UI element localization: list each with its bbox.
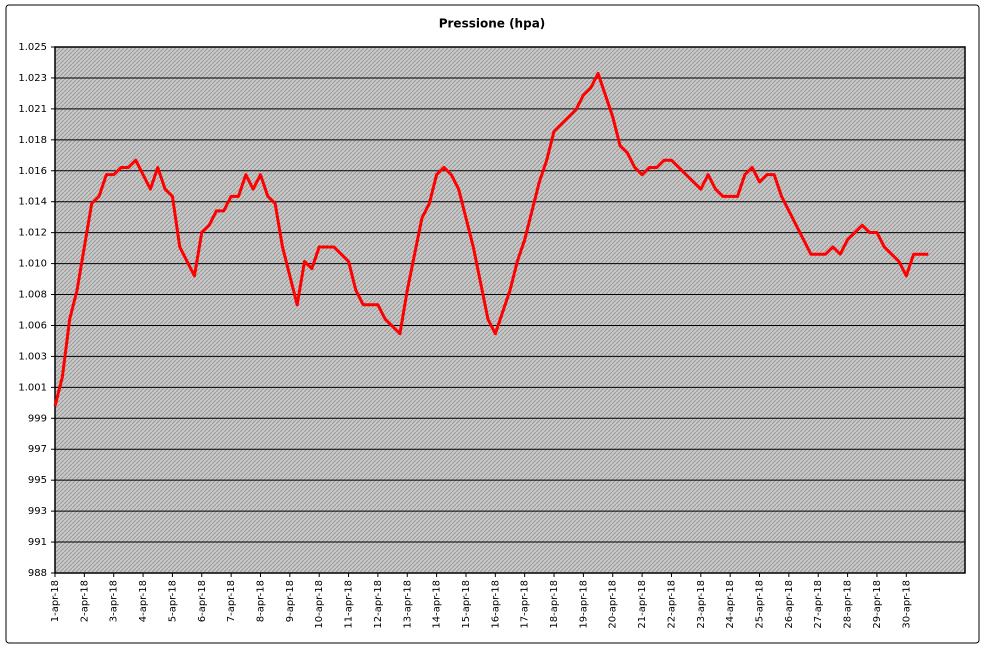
y-tick-label: 1.001 [18, 382, 47, 393]
x-tick-label: 24-apr-18 [725, 580, 736, 629]
x-tick-label: 17-apr-18 [520, 580, 531, 629]
x-tick-label: 30-apr-18 [901, 580, 912, 629]
x-tick-label: 13-apr-18 [402, 580, 413, 629]
y-tick-label: 1.003 [18, 351, 47, 362]
x-tick-label: 2-apr-18 [79, 580, 90, 622]
plot-area [54, 46, 966, 574]
y-tick-label: 1.006 [18, 320, 47, 331]
x-tick-label: 1-apr-18 [50, 580, 61, 622]
y-tick-label: 1.016 [18, 166, 47, 177]
x-tick-label: 6-apr-18 [197, 580, 208, 622]
x-tick-label: 25-apr-18 [755, 580, 766, 629]
y-tick-label: 1.012 [18, 228, 47, 239]
x-tick-label: 7-apr-18 [226, 580, 237, 622]
x-tick-label: 19-apr-18 [578, 580, 589, 629]
x-tick-label: 23-apr-18 [696, 580, 707, 629]
y-tick-label: 991 [28, 537, 47, 548]
x-tick-label: 21-apr-18 [637, 580, 648, 629]
x-tick-label: 22-apr-18 [666, 580, 677, 629]
x-tick-label: 8-apr-18 [255, 580, 266, 622]
x-tick-label: 29-apr-18 [872, 580, 883, 629]
x-tick-label: 4-apr-18 [138, 580, 149, 622]
x-tick-label: 3-apr-18 [109, 580, 120, 622]
y-tick-label: 995 [28, 475, 47, 486]
y-tick-label: 1.021 [18, 104, 47, 115]
x-tick-label: 15-apr-18 [461, 580, 472, 629]
y-tick-label: 997 [28, 444, 47, 455]
x-tick-label: 28-apr-18 [843, 580, 854, 629]
chart-title: Pressione (hpa) [439, 17, 546, 31]
y-tick-label: 993 [28, 506, 47, 517]
x-tick-label: 10-apr-18 [314, 580, 325, 629]
x-tick-label: 12-apr-18 [373, 580, 384, 629]
x-tick-label: 9-apr-18 [285, 580, 296, 622]
y-tick-label: 1.018 [18, 135, 47, 146]
x-tick-label: 18-apr-18 [549, 580, 560, 629]
y-tick-label: 1.025 [18, 42, 47, 53]
x-tick-label: 27-apr-18 [813, 580, 824, 629]
y-tick-label: 988 [28, 568, 47, 579]
y-tick-label: 1.014 [18, 197, 47, 208]
y-tick-label: 1.023 [18, 73, 47, 84]
pressure-line [53, 71, 929, 407]
x-tick-label: 26-apr-18 [784, 580, 795, 629]
x-tick-label: 14-apr-18 [432, 580, 443, 629]
x-tick-label: 5-apr-18 [167, 580, 178, 622]
y-tick-label: 999 [28, 413, 47, 424]
y-tick-label: 1.010 [18, 259, 47, 270]
x-tick-label: 20-apr-18 [608, 580, 619, 629]
y-tick-label: 1.008 [18, 290, 47, 301]
x-tick-label: 11-apr-18 [344, 580, 355, 629]
x-tick-label: 16-apr-18 [490, 580, 501, 629]
